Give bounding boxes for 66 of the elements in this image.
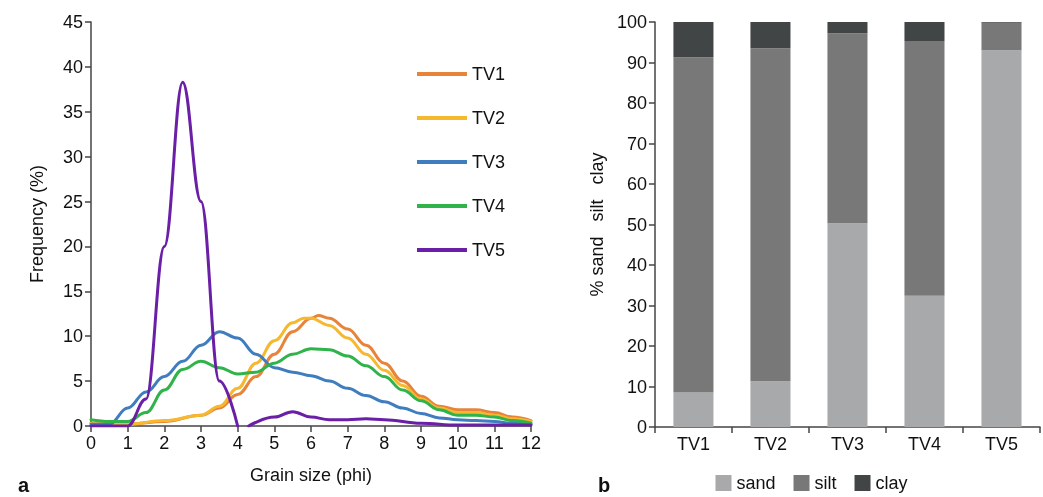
y-tick-label: 10	[626, 376, 647, 397]
x-tick-label: 4	[232, 433, 243, 453]
x-tick-label: TV3	[830, 434, 864, 454]
bar	[750, 381, 791, 427]
y-tick-label: 45	[62, 12, 83, 32]
y-tick-label: 70	[626, 133, 647, 154]
y-tick-label: 20	[626, 336, 647, 356]
x-tick-label: 9	[415, 433, 427, 453]
bar	[673, 392, 714, 427]
x-tick-label: 0	[85, 433, 97, 453]
x-axis-title: Grain size (phi)	[249, 465, 373, 485]
y-axis-title: % sand silt clay	[587, 152, 607, 297]
x-tick-label: 10	[447, 433, 468, 453]
bar	[827, 223, 868, 427]
y-tick-label: 0	[72, 416, 83, 436]
bar	[673, 57, 714, 393]
bar	[827, 22, 868, 34]
x-tick-label: 5	[269, 433, 280, 453]
bar	[981, 50, 1022, 427]
legend-label: sand	[736, 473, 776, 493]
y-tick-label: 80	[626, 93, 647, 113]
y-tick-label: 20	[62, 236, 83, 257]
y-tick-label: 50	[626, 214, 647, 235]
x-tick-label: 12	[520, 433, 542, 453]
legend-label: TV5	[471, 240, 505, 260]
y-tick-label: 25	[62, 191, 83, 212]
y-tick-label: 90	[626, 52, 647, 73]
x-tick-label: TV2	[753, 434, 787, 454]
legend-label: silt	[814, 473, 837, 493]
y-tick-label: 10	[62, 326, 83, 347]
y-tick-label: 35	[62, 101, 83, 122]
x-tick-label: TV4	[907, 434, 941, 454]
y-tick-label: 60	[626, 174, 647, 194]
x-tick-label: 6	[305, 433, 317, 453]
y-tick-label: 0	[636, 417, 647, 437]
x-tick-label: TV1	[676, 434, 710, 454]
legend-label: TV3	[471, 152, 505, 172]
text: b	[598, 474, 611, 496]
legend-label: TV2	[471, 108, 505, 128]
y-tick-label: 30	[62, 146, 83, 167]
x-tick-label: 8	[379, 433, 390, 453]
x-tick-label: 2	[159, 433, 170, 453]
x-tick-label: 11	[484, 433, 504, 453]
legend-label: TV1	[471, 64, 505, 84]
bar	[904, 295, 945, 427]
bar	[904, 22, 945, 42]
x-tick-label: 1	[122, 433, 133, 453]
bar	[750, 22, 791, 49]
y-axis-title: Frequency (%)	[27, 164, 47, 284]
y-tick-label: 15	[62, 281, 83, 302]
x-tick-label: TV5	[984, 434, 1018, 454]
y-tick-label: 40	[62, 56, 83, 77]
x-tick-label: 7	[342, 433, 353, 453]
y-tick-label: 100	[616, 12, 647, 32]
bar	[750, 48, 791, 382]
bar	[981, 22, 1022, 51]
y-tick-label: 40	[626, 255, 647, 275]
legend-label: clay	[875, 473, 908, 493]
bar	[673, 22, 714, 58]
x-tick-label: 3	[195, 433, 207, 453]
text: a	[18, 474, 30, 496]
bar	[827, 33, 868, 224]
legend-label: TV4	[471, 196, 505, 216]
bar	[904, 41, 945, 296]
y-tick-label: 30	[626, 295, 647, 316]
y-tick-label: 5	[72, 371, 83, 392]
